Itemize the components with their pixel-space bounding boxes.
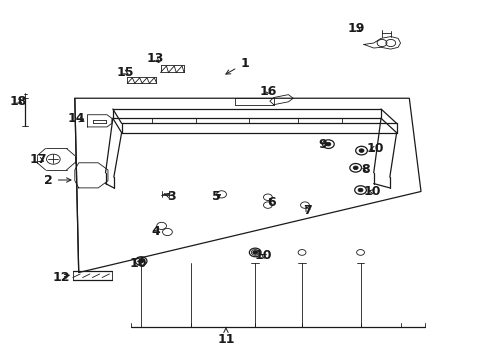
Text: 8: 8 xyxy=(360,163,369,176)
Text: 16: 16 xyxy=(259,85,276,98)
Circle shape xyxy=(252,251,257,254)
Text: 14: 14 xyxy=(67,112,85,125)
Text: 11: 11 xyxy=(217,328,234,346)
Text: 10: 10 xyxy=(363,185,380,198)
Text: 1: 1 xyxy=(225,57,248,74)
Text: 2: 2 xyxy=(44,174,71,186)
Circle shape xyxy=(357,188,362,192)
Text: 12: 12 xyxy=(53,271,70,284)
Text: 3: 3 xyxy=(164,190,175,203)
Circle shape xyxy=(358,149,363,152)
Circle shape xyxy=(139,259,143,263)
Text: 19: 19 xyxy=(347,22,365,35)
Text: 4: 4 xyxy=(151,225,160,238)
Text: 17: 17 xyxy=(30,153,47,166)
Text: 7: 7 xyxy=(303,204,312,217)
Text: 5: 5 xyxy=(212,190,221,203)
Text: 15: 15 xyxy=(116,66,134,79)
Text: 10: 10 xyxy=(129,257,147,270)
Text: 13: 13 xyxy=(146,51,163,64)
Text: 18: 18 xyxy=(9,95,26,108)
Text: 10: 10 xyxy=(366,142,383,155)
Text: 10: 10 xyxy=(254,249,271,262)
Text: 9: 9 xyxy=(318,138,329,150)
Circle shape xyxy=(352,166,357,170)
Text: 6: 6 xyxy=(267,196,276,209)
Circle shape xyxy=(325,142,330,146)
